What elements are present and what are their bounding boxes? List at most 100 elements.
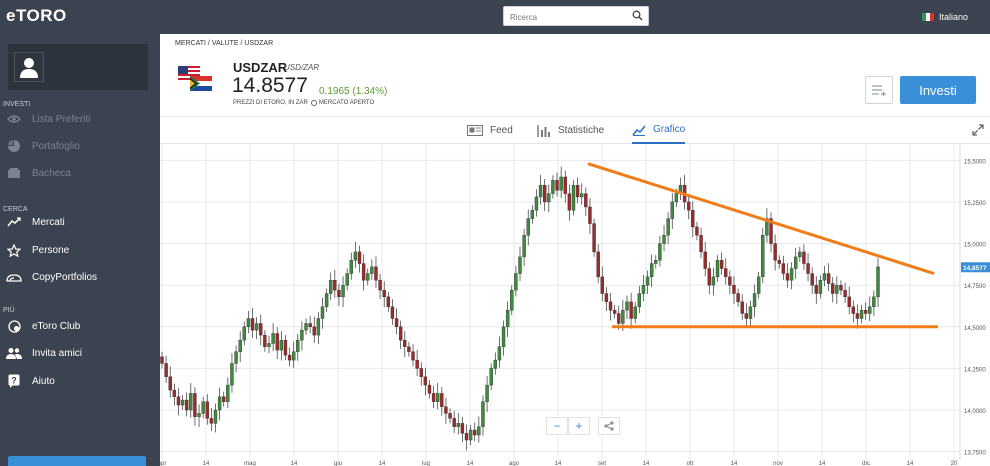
candle-body: [505, 309, 510, 328]
market-status: MERCATO APERTO: [318, 100, 375, 106]
sidebar-item-label: Invita amici: [32, 347, 83, 359]
etoro-logo[interactable]: eTORO: [6, 6, 67, 25]
sidebar-item-etoro-club[interactable]: eToro Club: [0, 315, 160, 337]
candle-body: [798, 251, 802, 258]
candle-body: [765, 218, 769, 236]
user-profile-box[interactable]: [8, 44, 148, 90]
candle-body: [711, 276, 716, 286]
x-tick-label: apr: [160, 461, 166, 466]
candle-body: [382, 289, 386, 298]
candle-body: [851, 306, 856, 314]
sidebar-item-lista-preferiti[interactable]: Lista Preferiti: [0, 108, 160, 130]
sidebar-item-invita-amici[interactable]: Invita amici: [0, 342, 160, 364]
candle-body: [168, 376, 172, 391]
x-tick-label: 14: [555, 461, 562, 466]
candle-body: [719, 260, 724, 269]
candle-body: [431, 393, 436, 402]
search-icon[interactable]: [632, 10, 643, 21]
x-tick-label: 20: [951, 461, 958, 466]
avatar[interactable]: [14, 52, 44, 82]
candle-body: [806, 263, 810, 274]
candle-body: [592, 223, 596, 253]
candle-body: [761, 235, 765, 278]
candle-body: [497, 346, 502, 361]
price-chart[interactable]: 15,5000 15,2500 15,0000 14,7500 14,5000 14,25…: [160, 144, 990, 466]
y-tick-label: 14,2500: [964, 367, 986, 373]
x-tick-label: ott: [687, 461, 694, 466]
candle-body: [300, 329, 304, 341]
candle-body: [390, 306, 395, 319]
candle-body: [510, 289, 514, 311]
tab-grafico[interactable]: Grafico: [632, 117, 686, 144]
chart-zoom-controls: − +: [546, 417, 620, 435]
fullscreen-icon[interactable]: [972, 124, 984, 136]
candle-body: [752, 293, 757, 308]
tab-feed[interactable]: Feed: [467, 117, 513, 144]
trend-icon: [6, 214, 22, 230]
candle-body: [296, 339, 300, 352]
y-tick-label: 15,5000: [964, 159, 986, 165]
candle-body: [645, 276, 650, 286]
candle-body: [246, 318, 251, 328]
club-icon: [6, 318, 22, 334]
sidebar-item-mercati[interactable]: Mercati: [0, 211, 160, 233]
candle-body: [345, 273, 349, 286]
sidebar-item-label: Aiuto: [32, 375, 55, 387]
candle-body: [411, 351, 415, 361]
sidebar-item-persone[interactable]: Persone: [0, 239, 160, 261]
zoom-in-button[interactable]: +: [568, 417, 590, 435]
candle-body: [785, 273, 790, 281]
feed-icon: [467, 125, 483, 136]
watchlist-button[interactable]: [865, 76, 893, 104]
candle-body: [419, 368, 423, 377]
candle-body: [374, 266, 378, 281]
sidebar-item-bacheca[interactable]: Bacheca: [0, 162, 160, 184]
tab-statistiche-label: Statistiche: [558, 125, 605, 136]
x-tick-label: 14: [203, 461, 210, 466]
candle-body: [287, 354, 292, 361]
sidebar-item-portafoglio[interactable]: Portafoglio: [0, 135, 160, 157]
candle-body: [259, 323, 263, 336]
language-selector[interactable]: Italiano: [921, 12, 968, 22]
search-input[interactable]: [504, 8, 624, 27]
candle-body: [748, 306, 753, 319]
candle-body: [267, 343, 271, 347]
candle-body: [180, 399, 185, 406]
candle-body: [794, 256, 798, 269]
zoom-out-button[interactable]: −: [546, 417, 568, 435]
candle-body: [263, 334, 267, 347]
candle-body: [333, 279, 337, 291]
candle-body: [563, 176, 567, 194]
candle-body: [172, 389, 177, 397]
candle-body: [649, 263, 654, 278]
candle-body: [641, 284, 646, 294]
share-chart-button[interactable]: [598, 417, 620, 435]
candle-body: [493, 359, 498, 369]
candle-body: [773, 243, 777, 261]
x-tick-label: giu: [334, 461, 342, 466]
candlestick-chart[interactable]: 15,5000 15,2500 15,0000 14,7500 14,5000 14,25…: [160, 144, 990, 466]
candle-body: [876, 266, 880, 298]
candle-body: [308, 323, 312, 328]
candle-body: [835, 284, 839, 294]
invest-button[interactable]: Investi: [900, 76, 976, 104]
candle-body: [176, 396, 181, 406]
candle-body: [489, 368, 493, 386]
sidebar-item-aiuto[interactable]: ? Aiuto: [0, 370, 160, 392]
sidebar-invest-button[interactable]: [8, 456, 146, 466]
sidebar-item-copyportfolios[interactable]: CopyPortfolios: [0, 266, 160, 288]
candle-body: [843, 289, 847, 298]
candle-body: [456, 423, 460, 427]
clock-icon: [310, 100, 317, 106]
y-tick-label: 15,2500: [964, 201, 986, 207]
search-box[interactable]: [503, 6, 649, 27]
candle-body: [637, 293, 642, 308]
sidebar-item-label: Lista Preferiti: [32, 113, 91, 125]
tab-statistiche[interactable]: Statistiche: [537, 117, 604, 144]
italy-flag-icon: [921, 13, 934, 21]
breadcrumb[interactable]: MERCATI / VALUTE / USDZAR: [175, 40, 274, 47]
candle-body: [271, 333, 275, 344]
x-tick-label: ago: [509, 461, 520, 466]
candle-body: [209, 418, 214, 424]
